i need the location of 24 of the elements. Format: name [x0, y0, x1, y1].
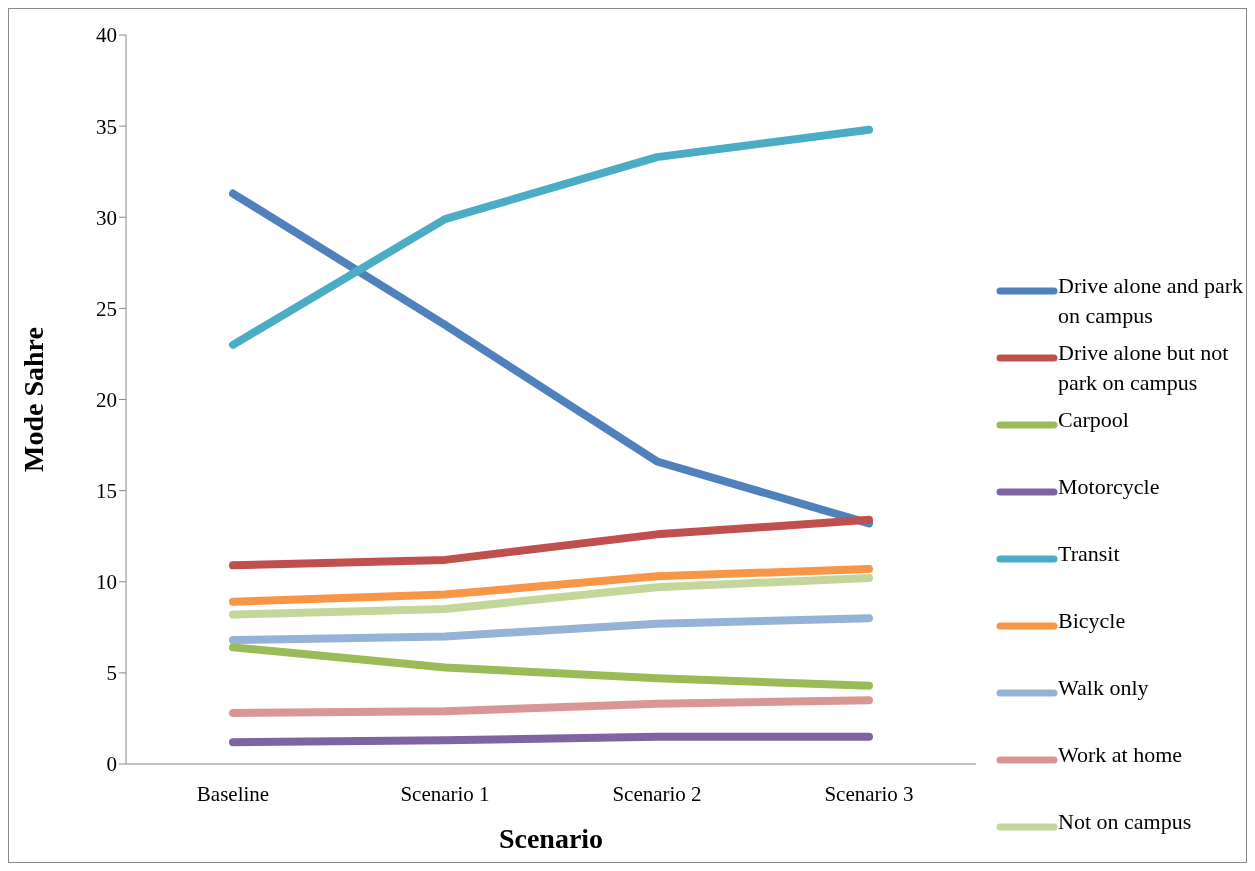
legend-label: Drive alone and park on campus — [1058, 272, 1245, 330]
y-tick-label: 5 — [106, 661, 117, 686]
legend-label: Work at home — [1058, 741, 1183, 769]
x-tick-label: Scenario 2 — [612, 781, 702, 806]
x-tick-label: Baseline — [196, 781, 270, 806]
y-tick-label: 40 — [96, 23, 117, 48]
y-tick-label: 25 — [96, 296, 117, 321]
y-tick-label: 15 — [96, 479, 117, 504]
y-tick-label: 10 — [96, 570, 117, 595]
legend-label: Walk only — [1058, 674, 1149, 702]
x-tick-label: Scenario 1 — [400, 781, 490, 806]
x-tick-label: Scenario 3 — [824, 781, 914, 806]
legend-label: Bicycle — [1058, 607, 1126, 635]
legend-label: Carpool — [1058, 406, 1129, 434]
y-tick-label: 35 — [96, 114, 117, 139]
legend-label: Not on campus — [1058, 808, 1192, 836]
legend-label: Motorcycle — [1058, 473, 1160, 501]
y-tick-label: 30 — [96, 205, 117, 230]
x-axis-title: Scenario — [498, 823, 604, 854]
y-tick-label: 0 — [106, 752, 117, 777]
legend-label: Drive alone but not park on campus — [1058, 339, 1230, 397]
y-axis-title: Mode Sahre — [17, 327, 49, 472]
y-tick-label: 20 — [96, 387, 117, 412]
legend-label: Transit — [1058, 540, 1120, 568]
